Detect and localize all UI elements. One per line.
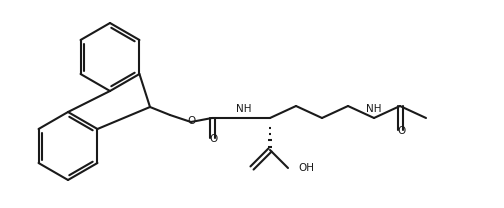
- Text: O: O: [397, 126, 405, 136]
- Text: NH: NH: [236, 104, 252, 114]
- Text: O: O: [209, 134, 217, 144]
- Text: OH: OH: [298, 163, 314, 173]
- Text: O: O: [188, 116, 196, 126]
- Text: NH: NH: [366, 104, 382, 114]
